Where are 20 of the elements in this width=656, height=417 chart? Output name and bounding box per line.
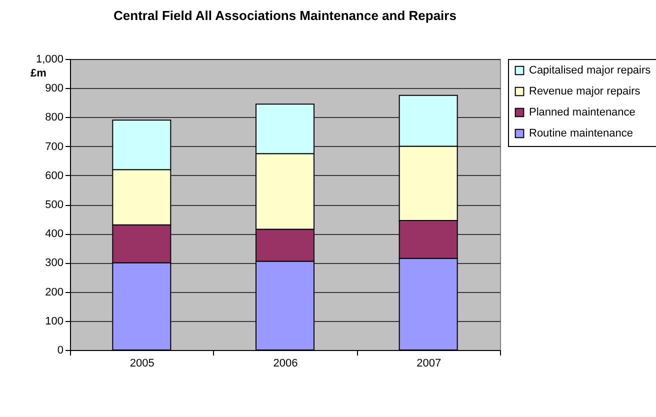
legend-label: Capitalised major repairs [529, 64, 652, 76]
x-tick-label: 2005 [130, 358, 154, 370]
y-tick-label: 600 [45, 170, 64, 182]
y-tick-label: 700 [45, 140, 64, 153]
legend-label: Revenue major repairs [529, 86, 641, 98]
y-tick-label: 200 [45, 286, 64, 298]
chart-title: Central Field All Associations Maintenance and Repairs [114, 8, 456, 23]
legend-label: Planned maintenance [529, 106, 636, 118]
y-tick-label: 100 [45, 315, 64, 328]
y-tick-label: 500 [45, 199, 64, 211]
x-tick-label: 2007 [416, 358, 442, 370]
y-tick-label: 900 [45, 82, 64, 95]
y-axis-title: £m [30, 68, 47, 80]
y-tick-label: 400 [45, 228, 64, 240]
y-tick-label: 800 [45, 112, 64, 124]
x-tick-label: 2006 [273, 358, 298, 370]
y-tick-label: 0 [57, 344, 64, 356]
y-tick-label: 300 [45, 257, 64, 270]
y-tick-label: 1,000 [36, 54, 64, 66]
legend-label: Routine maintenance [529, 128, 633, 140]
